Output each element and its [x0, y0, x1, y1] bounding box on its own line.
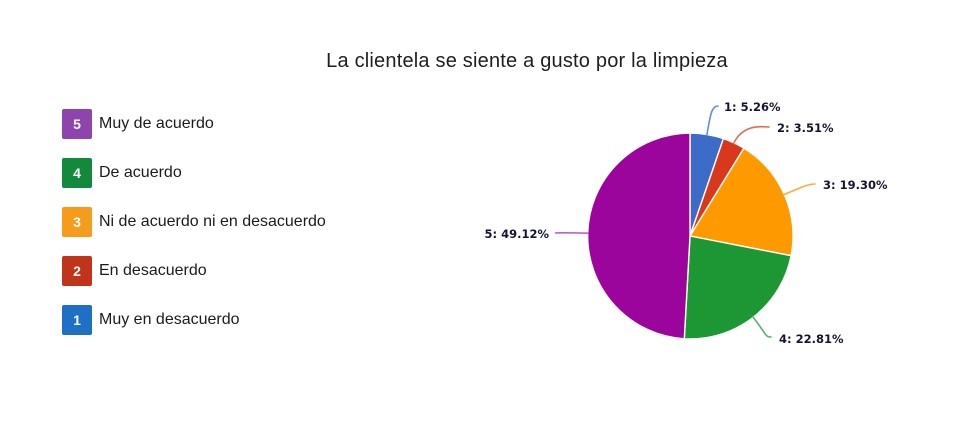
legend-item-1[interactable]: 1 Muy en desacuerdo — [62, 305, 326, 335]
leader-line-4 — [751, 315, 772, 338]
slice-label-2: 2: 3.51% — [777, 121, 834, 135]
legend-item-3[interactable]: 3 Ni de acuerdo ni en desacuerdo — [62, 207, 326, 237]
chart-title: La clientela se siente a gusto por la li… — [326, 50, 728, 72]
legend-item-2[interactable]: 2 En desacuerdo — [62, 256, 326, 286]
leader-line-2 — [732, 125, 770, 145]
legend-swatch: 3 — [62, 207, 92, 237]
slice-label-3: 3: 19.30% — [823, 178, 888, 192]
leader-line-1 — [706, 105, 719, 137]
slice-label-1: 1: 5.26% — [724, 100, 781, 114]
legend-swatch: 1 — [62, 305, 92, 335]
legend-swatch: 2 — [62, 256, 92, 286]
legend: 5 Muy de acuerdo 4 De acuerdo 3 Ni de acuerdo… — [62, 109, 326, 354]
legend-swatch: 5 — [62, 109, 92, 139]
legend-item-5[interactable]: 5 Muy de acuerdo — [62, 109, 326, 139]
slice-label-4: 4: 22.81% — [779, 332, 844, 346]
legend-item-label: Muy de acuerdo — [99, 115, 214, 132]
leader-line-3 — [782, 183, 816, 196]
legend-swatch: 4 — [62, 158, 92, 188]
legend-item-label: Ni de acuerdo ni en desacuerdo — [99, 213, 326, 230]
pie-slice-5[interactable] — [587, 132, 691, 340]
legend-item-label: En desacuerdo — [99, 262, 207, 279]
slice-label-5: 5: 49.12% — [484, 227, 549, 241]
legend-item-4[interactable]: 4 De acuerdo — [62, 158, 326, 188]
legend-item-label: De acuerdo — [99, 164, 182, 181]
legend-item-label: Muy en desacuerdo — [99, 311, 240, 328]
